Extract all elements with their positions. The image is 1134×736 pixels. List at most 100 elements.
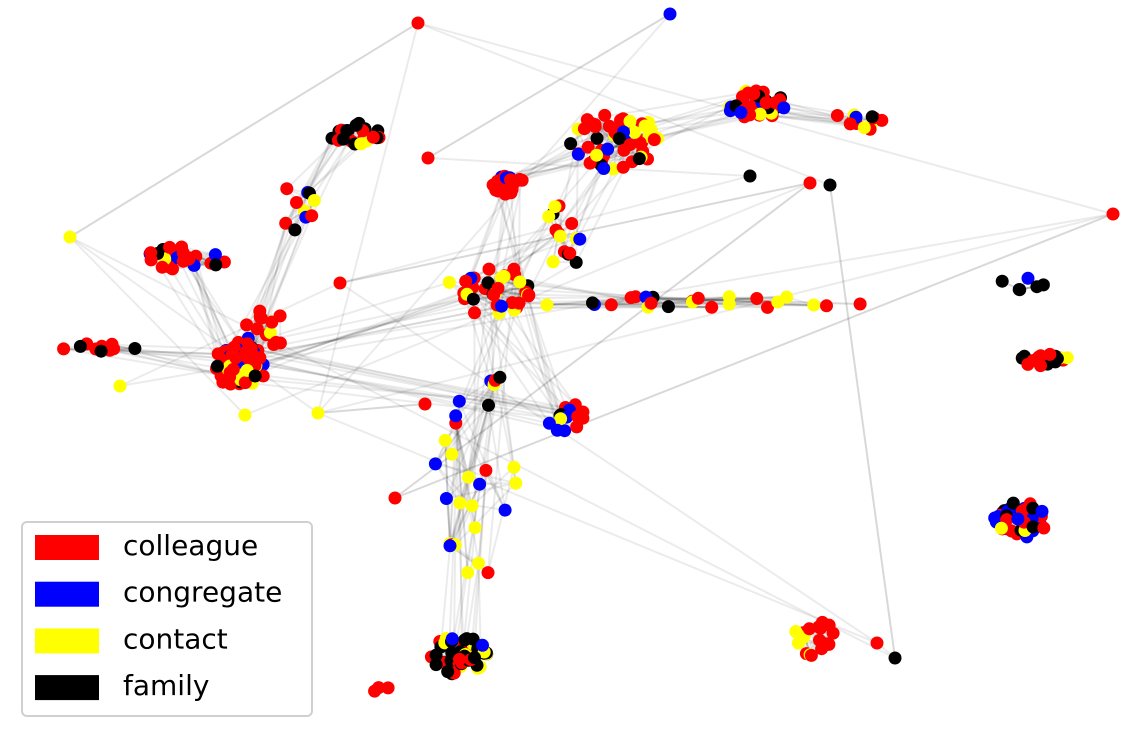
node <box>734 106 748 119</box>
edge <box>427 13 671 159</box>
node <box>554 412 568 426</box>
node <box>823 178 837 192</box>
node <box>995 274 1009 288</box>
node <box>468 306 481 320</box>
edge <box>444 440 451 544</box>
node <box>473 477 487 491</box>
node <box>513 172 527 186</box>
node <box>263 326 277 340</box>
node <box>305 209 319 223</box>
node <box>421 151 435 165</box>
node <box>372 681 386 695</box>
edge <box>518 281 566 432</box>
node <box>354 137 368 151</box>
node <box>163 240 177 254</box>
node <box>466 292 480 306</box>
node <box>612 132 626 145</box>
node <box>240 318 254 332</box>
edge <box>69 236 246 416</box>
edge <box>458 400 506 511</box>
edge <box>454 415 469 573</box>
edge <box>339 175 751 284</box>
edge <box>394 182 811 499</box>
edge <box>242 292 465 381</box>
node <box>208 248 222 262</box>
node <box>307 194 321 207</box>
edge <box>317 22 419 414</box>
edge <box>450 483 481 546</box>
edge <box>641 111 742 125</box>
edge <box>454 422 470 478</box>
node <box>428 457 442 471</box>
edge <box>339 282 878 644</box>
node <box>239 347 253 361</box>
node <box>553 229 567 243</box>
node <box>223 370 237 384</box>
edge <box>463 298 551 424</box>
edge <box>458 404 490 504</box>
edge <box>449 415 457 546</box>
node <box>590 148 604 162</box>
node <box>1006 496 1020 510</box>
node <box>843 117 857 131</box>
node <box>462 470 475 484</box>
node <box>482 262 496 276</box>
edge <box>306 137 333 193</box>
node <box>211 347 225 361</box>
edge <box>524 291 567 408</box>
edge <box>498 377 515 468</box>
edge <box>317 403 426 414</box>
node <box>540 298 554 312</box>
node <box>569 255 583 269</box>
edge <box>487 269 515 573</box>
edge <box>251 347 562 416</box>
node <box>269 335 283 349</box>
edge <box>317 213 1114 414</box>
node <box>576 411 590 425</box>
node <box>73 339 87 353</box>
edge <box>69 22 419 238</box>
node <box>581 140 595 154</box>
node <box>94 344 108 358</box>
node <box>616 160 630 174</box>
node <box>489 183 503 197</box>
edge <box>193 265 220 355</box>
node <box>870 636 884 650</box>
edge <box>394 182 811 499</box>
node <box>441 665 455 679</box>
node <box>468 651 481 665</box>
node <box>632 152 646 166</box>
node <box>280 182 294 196</box>
edge <box>473 312 567 409</box>
node <box>253 351 267 365</box>
edge <box>262 363 561 420</box>
node <box>472 556 485 570</box>
node <box>144 253 158 267</box>
edge <box>454 422 470 478</box>
edge <box>524 291 562 415</box>
edge <box>448 401 461 643</box>
node <box>602 119 616 133</box>
edge <box>500 180 524 279</box>
node <box>311 406 325 420</box>
edge <box>317 403 426 414</box>
edge <box>651 296 787 305</box>
edge <box>501 140 641 178</box>
node <box>509 476 523 490</box>
edge <box>477 563 482 651</box>
node <box>445 632 459 646</box>
node <box>546 255 560 269</box>
edge <box>445 498 453 545</box>
edge <box>454 415 506 511</box>
node <box>1005 524 1019 538</box>
node <box>288 223 302 237</box>
edge <box>451 453 481 485</box>
legend-box <box>21 521 313 717</box>
node <box>453 496 467 510</box>
node <box>777 101 791 115</box>
node <box>465 499 479 513</box>
edge <box>434 281 521 465</box>
edge <box>220 374 566 409</box>
node <box>438 433 452 447</box>
node <box>628 125 642 139</box>
